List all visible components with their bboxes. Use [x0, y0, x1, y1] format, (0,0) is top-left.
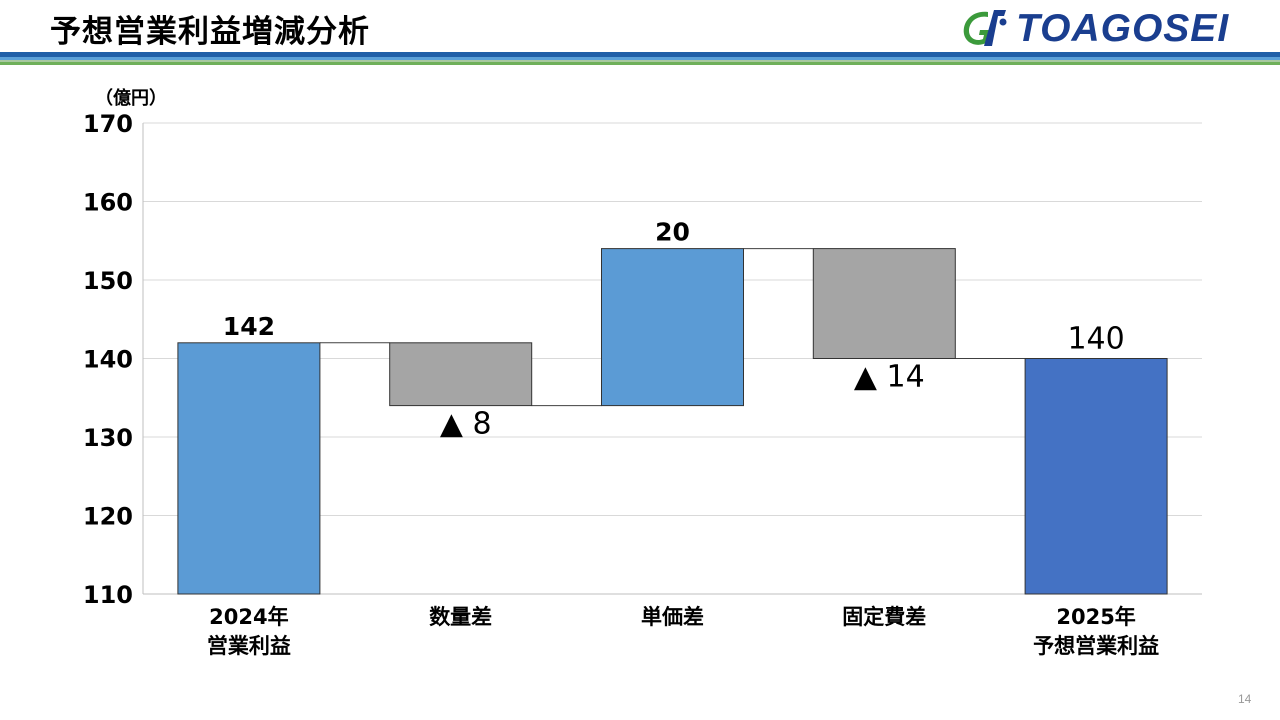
toagosei-logo-icon [963, 10, 1007, 46]
header-band [0, 62, 1280, 65]
waterfall-bar [389, 342, 533, 407]
header-band [0, 52, 1280, 57]
waterfall-bar [601, 248, 744, 407]
data-label: ▲ 14 [854, 360, 925, 395]
y-tick-label: 140 [83, 346, 133, 374]
page-number: 14 [1238, 692, 1252, 706]
y-tick-label: 120 [83, 503, 133, 531]
header-band [0, 57, 1280, 60]
y-unit-label: （億円） [95, 87, 167, 109]
x-tick-label: 2025年 [1056, 605, 1135, 629]
logo-text: TOAGOSEI [1016, 7, 1230, 50]
toagosei-logo: TOAGOSEI [958, 4, 1276, 52]
waterfall-bar [812, 248, 956, 360]
x-tick-label: 数量差 [429, 605, 492, 629]
y-tick-label: 160 [83, 189, 133, 217]
data-label: 142 [223, 312, 275, 341]
y-tick-label: 150 [83, 267, 133, 295]
x-tick-label: 予想営業利益 [1033, 634, 1159, 658]
y-tick-label: 110 [83, 581, 133, 609]
x-tick-label: 2024年 [209, 605, 288, 629]
x-tick-label: 固定費差 [842, 605, 926, 629]
page-title: 予想営業利益増減分析 [50, 14, 370, 50]
x-tick-label: 営業利益 [207, 634, 291, 658]
waterfall-bar [177, 342, 321, 595]
y-tick-label: 170 [83, 110, 133, 138]
data-label: ▲ 8 [440, 407, 492, 442]
header-band [0, 60, 1280, 62]
data-label: 20 [655, 218, 690, 247]
data-label: 140 [1067, 322, 1124, 357]
y-tick-label: 130 [83, 424, 133, 452]
x-tick-label: 単価差 [641, 605, 704, 629]
waterfall-bar [1024, 358, 1168, 595]
